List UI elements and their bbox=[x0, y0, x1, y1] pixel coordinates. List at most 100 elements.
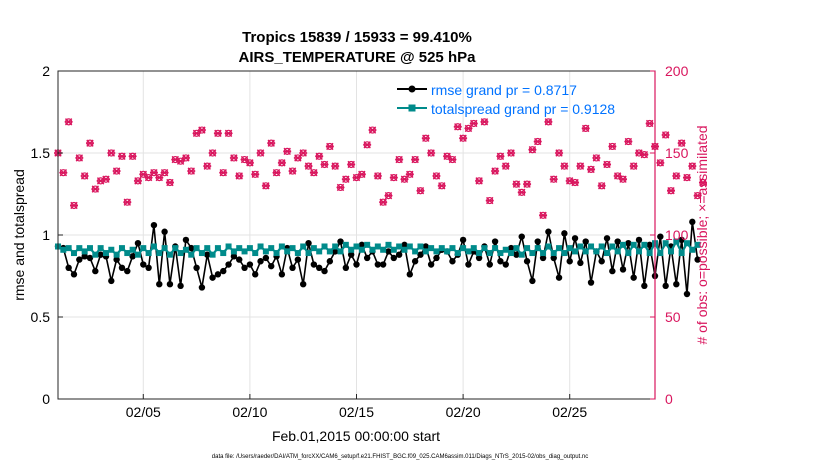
totalspread-point bbox=[145, 250, 152, 257]
rmse-point bbox=[630, 274, 637, 281]
totalspread-point bbox=[60, 246, 67, 253]
totalspread-point bbox=[406, 243, 413, 250]
obs-assimilated-point bbox=[629, 162, 638, 170]
totalspread-point bbox=[337, 248, 344, 255]
obs-assimilated-point bbox=[112, 167, 121, 175]
obs-assimilated-point bbox=[341, 175, 350, 183]
rmse-point bbox=[124, 267, 131, 275]
totalspread-point bbox=[140, 245, 147, 252]
obs-assimilated-point bbox=[267, 139, 276, 147]
totalspread-point bbox=[630, 241, 637, 248]
obs-assimilated-point bbox=[395, 155, 404, 164]
y-right-tick-label: 150 bbox=[665, 145, 689, 161]
obs-assimilated-point bbox=[682, 173, 691, 182]
totalspread-point bbox=[422, 248, 429, 255]
totalspread-point bbox=[326, 248, 333, 255]
totalspread-point bbox=[209, 251, 216, 258]
obs-assimilated-point bbox=[640, 150, 649, 159]
totalspread-point bbox=[396, 243, 403, 250]
obs-assimilated-point bbox=[523, 180, 532, 188]
y-right-tick-label: 0 bbox=[665, 391, 673, 407]
totalspread-point bbox=[257, 243, 264, 250]
rmse-point bbox=[241, 264, 248, 271]
totalspread-point bbox=[636, 248, 643, 255]
totalspread-point bbox=[81, 248, 88, 255]
obs-assimilated-point bbox=[576, 162, 585, 170]
rmse-point bbox=[214, 271, 222, 278]
totalspread-point bbox=[513, 245, 520, 252]
rmse-point bbox=[395, 251, 403, 258]
obs-assimilated-point bbox=[512, 180, 521, 188]
y-tick-label: 1.5 bbox=[31, 145, 51, 161]
obs-assimilated-point bbox=[437, 182, 446, 190]
y-axis-right-label: # of obs: o=possible; ×=assimilated bbox=[694, 125, 710, 344]
totalspread-point bbox=[428, 245, 435, 252]
obs-assimilated-point bbox=[485, 196, 494, 205]
y-tick-label: 1 bbox=[42, 227, 50, 243]
totalspread-point bbox=[588, 243, 595, 250]
axis-ticks: 02/05 02/10 02/15 02/20 02/25 0 0.5 1 1.5 2 0 50 100… bbox=[31, 63, 689, 420]
obs-assimilated-point bbox=[256, 149, 265, 157]
totalspread-point bbox=[161, 245, 168, 252]
rmse-point bbox=[342, 264, 350, 271]
obs-assimilated-point bbox=[501, 162, 510, 170]
rmse-point bbox=[97, 251, 104, 258]
rmse-point bbox=[529, 277, 536, 285]
totalspread-point bbox=[625, 250, 632, 257]
obs-count-layer bbox=[54, 118, 707, 220]
series-layer bbox=[54, 218, 701, 298]
rmse-point bbox=[166, 281, 174, 288]
rmse-point bbox=[337, 238, 344, 245]
rmse-point bbox=[561, 230, 568, 237]
obs-assimilated-point bbox=[128, 152, 137, 160]
rmse-point bbox=[321, 267, 328, 275]
obs-assimilated-point bbox=[101, 175, 110, 183]
totalspread-point bbox=[572, 248, 579, 255]
totalspread-point bbox=[182, 246, 189, 253]
totalspread-point bbox=[502, 246, 509, 253]
totalspread-point bbox=[662, 240, 669, 247]
rmse-point bbox=[252, 271, 259, 278]
rmse-point bbox=[188, 244, 195, 252]
obs-assimilated-point bbox=[656, 159, 665, 167]
obs-assimilated-point bbox=[698, 178, 707, 187]
y-axis-label: rmse and totalspread bbox=[11, 169, 27, 301]
totalspread-point bbox=[460, 245, 467, 252]
obs-assimilated-point bbox=[331, 162, 340, 170]
rmse-point bbox=[539, 254, 547, 262]
obs-assimilated-point bbox=[363, 141, 372, 149]
rmse-point bbox=[662, 282, 669, 290]
rmse-point bbox=[411, 258, 419, 265]
totalspread-point bbox=[566, 245, 573, 252]
totalspread-point bbox=[673, 238, 680, 245]
totalspread-point bbox=[241, 248, 248, 255]
rmse-point bbox=[145, 264, 152, 271]
obs-assimilated-point bbox=[581, 124, 590, 133]
totalspread-point bbox=[609, 243, 616, 250]
totalspread-point bbox=[236, 245, 243, 252]
totalspread-point bbox=[369, 246, 376, 253]
rmse-point bbox=[673, 281, 680, 288]
totalspread-point bbox=[486, 250, 493, 257]
obs-assimilated-point bbox=[309, 168, 318, 177]
totalspread-point bbox=[454, 250, 461, 257]
totalspread-point bbox=[273, 250, 280, 257]
rmse-point bbox=[262, 254, 270, 262]
rmse-point bbox=[566, 258, 573, 265]
obs-assimilated-point bbox=[304, 162, 313, 170]
obs-assimilated-point bbox=[315, 152, 324, 160]
legend: rmse grand pr = 0.8717 totalspread grand… bbox=[397, 82, 615, 117]
obs-assimilated-point bbox=[288, 167, 297, 175]
totalspread-point bbox=[129, 246, 136, 253]
obs-assimilated-point bbox=[592, 154, 601, 162]
totalspread-point bbox=[268, 245, 275, 252]
data-file-footer: data file: /Users/raeder/DAI/ATM_forcXX/… bbox=[212, 454, 588, 460]
totalspread-point bbox=[561, 250, 568, 257]
totalspread-point bbox=[620, 241, 627, 248]
obs-assimilated-point bbox=[469, 119, 478, 128]
rmse-point bbox=[603, 235, 611, 242]
rmse-point bbox=[625, 240, 632, 247]
obs-assimilated-point bbox=[229, 154, 238, 162]
totalspread-point bbox=[540, 250, 547, 257]
y-tick-label: 2 bbox=[42, 63, 50, 79]
